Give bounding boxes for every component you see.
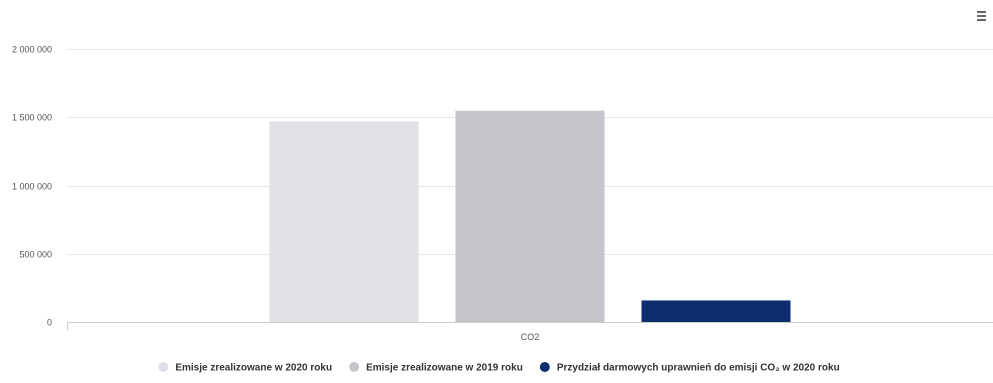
legend-label: Emisje zrealizowane w 2019 roku [366, 363, 523, 374]
legend-marker [539, 362, 550, 372]
legend-item-3[interactable]: Przydział darmowych uprawnień do emisji … [539, 362, 840, 374]
legend-item-1[interactable]: Emisje zrealizowane w 2020 roku [158, 362, 332, 374]
legend-marker [349, 362, 360, 372]
hamburger-menu-icon[interactable] [974, 8, 990, 24]
x-axis: CO2 [67, 322, 993, 342]
y-tick-label: 500 000 [19, 250, 52, 260]
bar-series-2[interactable] [455, 110, 605, 322]
bar-series-3[interactable] [641, 300, 791, 322]
x-tick-label: CO2 [521, 332, 540, 342]
y-tick-label: 1 000 000 [12, 182, 52, 192]
y-tick-label: 0 [47, 318, 52, 328]
bars [269, 110, 791, 322]
bar-series-1[interactable] [269, 121, 419, 322]
legend-marker [158, 362, 169, 372]
legend-label: Przydział darmowych uprawnień do emisji … [557, 363, 840, 374]
menu-icon-line [977, 19, 986, 21]
legend-label: Emisje zrealizowane w 2020 roku [175, 363, 332, 374]
legend-item-2[interactable]: Emisje zrealizowane w 2019 roku [349, 362, 523, 374]
menu-icon-line [977, 11, 986, 13]
y-tick-label: 1 500 000 [12, 113, 52, 123]
menu-icon-line [977, 15, 986, 17]
y-tick-label: 2 000 000 [12, 45, 52, 55]
legend: Emisje zrealizowane w 2020 roku Emisje zr… [158, 362, 840, 374]
y-axis-tick-labels: 0 500 000 1 000 000 1 500 000 2 000 000 [12, 45, 52, 328]
